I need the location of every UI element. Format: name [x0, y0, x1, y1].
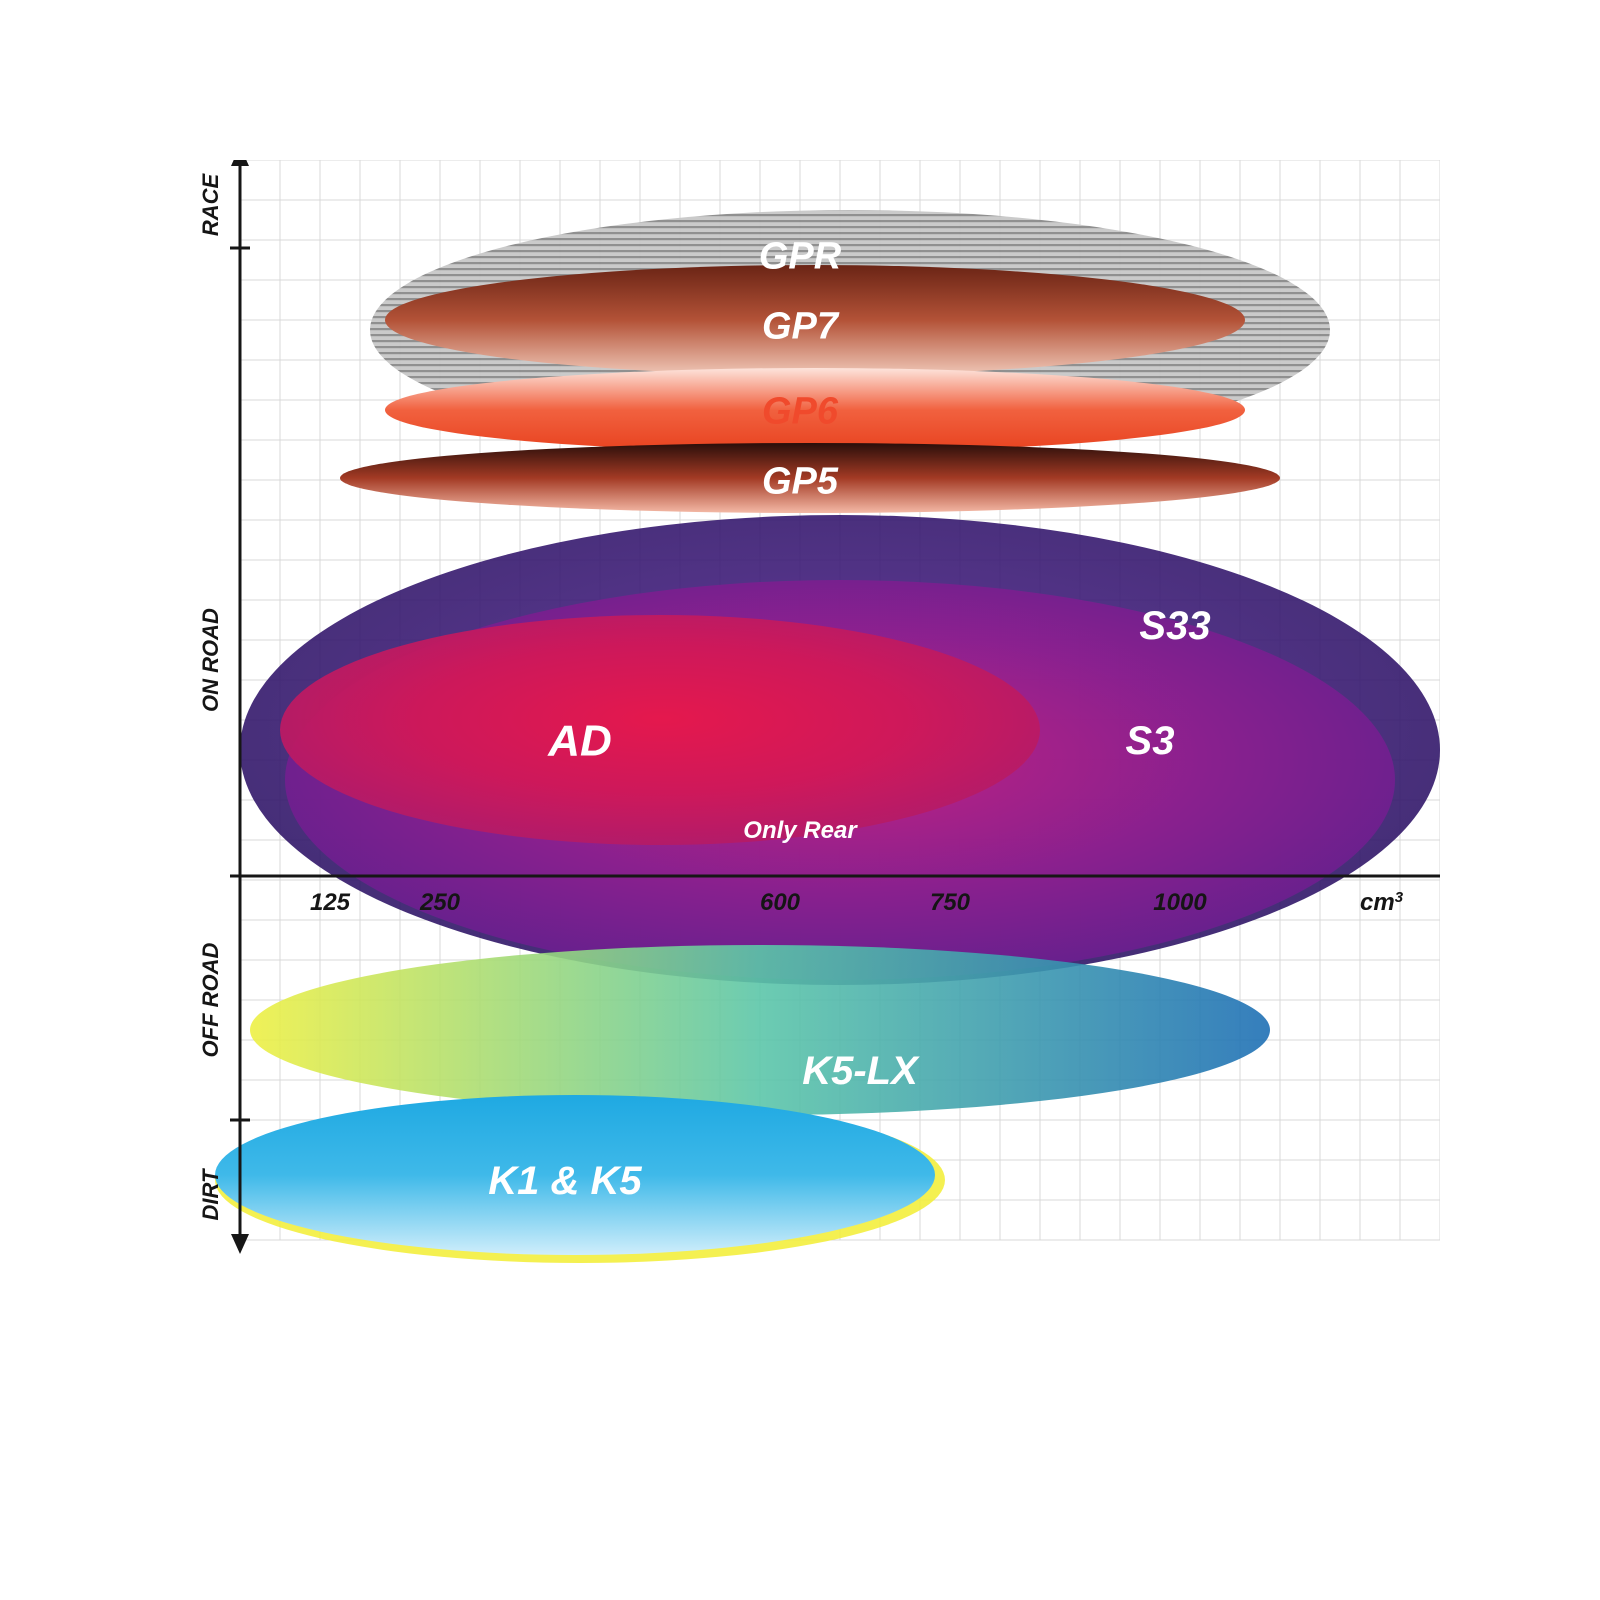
product-positioning-chart: 1252506007501000cm3RACEON ROADOFF ROADDI…	[160, 160, 1440, 1440]
ellipse-label-s3: S3	[1126, 719, 1175, 763]
x-tick-label: 125	[310, 889, 351, 916]
y-category-label: ON ROAD	[198, 608, 223, 712]
y-category-label: OFF ROAD	[198, 942, 223, 1057]
ellipse-label-ad: AD	[547, 716, 612, 765]
y-axis-arrow-up	[231, 160, 249, 166]
chart-svg: 1252506007501000cm3RACEON ROADOFF ROADDI…	[160, 160, 1440, 1440]
ellipse-label-gpr: GPR	[759, 235, 842, 277]
ellipse-ad	[280, 615, 1040, 845]
x-tick-label: 1000	[1153, 889, 1207, 916]
ellipse-label-s33: S33	[1139, 604, 1210, 648]
x-tick-label: 600	[760, 889, 801, 916]
y-category-label: RACE	[198, 173, 223, 237]
x-tick-label: 250	[419, 889, 461, 916]
ellipse-k5lx	[250, 945, 1270, 1115]
ellipse-label-gp7: GP7	[762, 305, 840, 347]
ellipse-sublabel-ad: Only Rear	[743, 817, 858, 844]
ellipse-label-gp6: GP6	[762, 390, 839, 432]
ellipse-label-gp5: GP5	[762, 460, 839, 502]
ellipse-label-k5lx: K5-LX	[802, 1049, 920, 1093]
y-category-label: DIRT	[198, 1168, 223, 1220]
ellipse-label-k1k5: K1 & K5	[488, 1159, 642, 1203]
x-tick-label: 750	[930, 889, 971, 916]
